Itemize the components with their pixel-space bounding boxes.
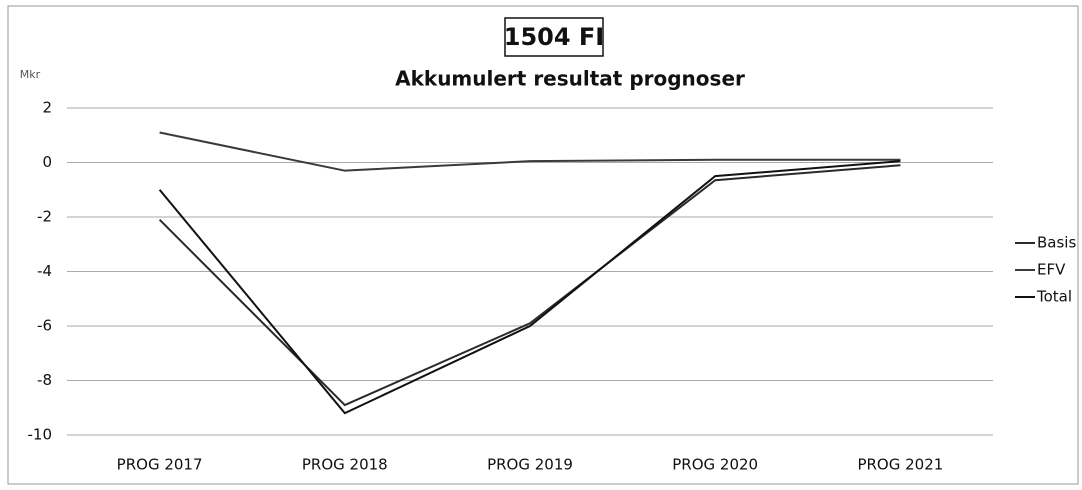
x-tick-label: PROG 2019: [487, 456, 573, 474]
y-tick-label: -10: [28, 426, 53, 444]
y-axis-label: Mkr: [20, 68, 41, 81]
legend-label: Total: [1036, 288, 1072, 306]
x-tick-label: PROG 2020: [672, 456, 758, 474]
legend-label: Basis: [1037, 234, 1076, 252]
title-box: [504, 17, 604, 57]
y-tick-label: -4: [37, 262, 52, 280]
legend-label: EFV: [1037, 261, 1066, 279]
chart-title: 1504 FI: [504, 23, 604, 51]
y-tick-label: -6: [37, 317, 52, 335]
chart-border: [7, 5, 1079, 485]
y-tick-label: 0: [42, 153, 52, 171]
y-tick-label: 2: [42, 99, 52, 117]
x-tick-label: PROG 2021: [857, 456, 943, 474]
x-tick-label: PROG 2018: [302, 456, 388, 474]
chart-subtitle: Akkumulert resultat prognoser: [395, 67, 745, 91]
series-line: [158, 164, 901, 407]
y-tick-label: -2: [37, 208, 52, 226]
x-tick-label: PROG 2017: [117, 456, 203, 474]
series-line: [159, 131, 901, 172]
series-line: [158, 160, 901, 415]
y-tick-label: -8: [37, 371, 52, 389]
